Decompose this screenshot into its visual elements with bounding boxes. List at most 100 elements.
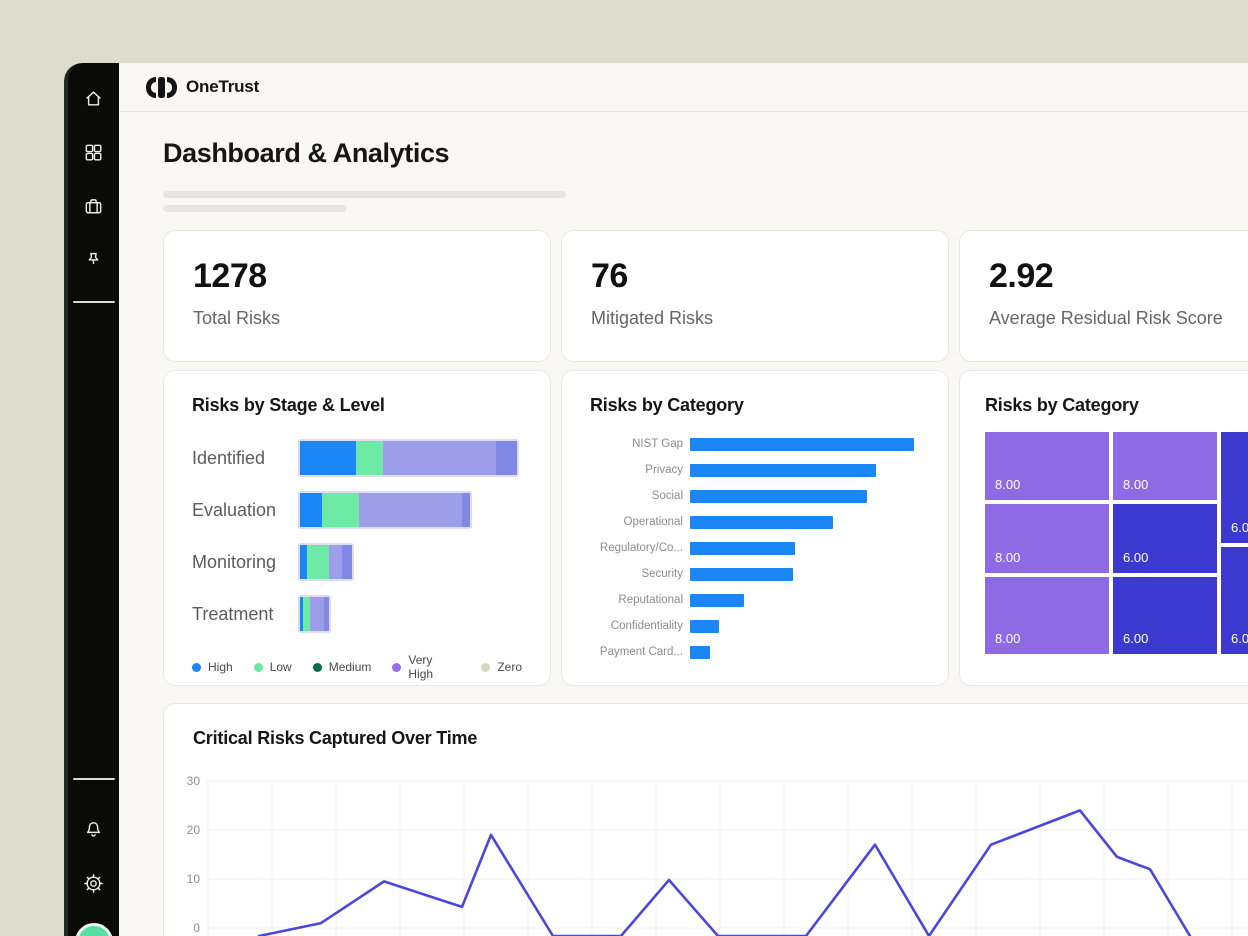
treemap-cell[interactable]: 6.00 (1113, 577, 1217, 654)
stacked-bar-segment[interactable] (300, 493, 322, 527)
treemap-cell[interactable]: 6.00 (1113, 504, 1217, 573)
category-bar[interactable] (690, 619, 719, 633)
legend-label: High (208, 660, 233, 674)
category-bar[interactable] (690, 541, 795, 555)
stacked-bar[interactable] (300, 493, 470, 527)
legend-dot (481, 662, 491, 672)
stacked-bar-segment[interactable] (303, 597, 310, 631)
stage-level-rows: Identified Evaluation Monitoring Treatment (192, 432, 522, 640)
treemap-cell-value: 8.00 (995, 477, 1021, 492)
stacked-bar-segment[interactable] (462, 493, 470, 527)
category-bar-row: Operational (590, 509, 920, 535)
stat-label: Average Residual Risk Score (989, 308, 1223, 328)
legend-dot (253, 662, 263, 672)
category-label: Privacy (645, 464, 683, 476)
sidebar-divider-bottom (72, 778, 115, 780)
category-bar-row: Security (590, 561, 920, 587)
treemap-cell[interactable]: 8.00 (985, 432, 1109, 500)
stacked-bar-row: Treatment (192, 588, 522, 640)
settings-button[interactable] (68, 856, 119, 910)
sidebar (64, 63, 119, 936)
category-bar[interactable] (690, 463, 876, 477)
stacked-bar[interactable] (300, 441, 517, 475)
stacked-bar-segment[interactable] (356, 441, 383, 475)
treemap-cell[interactable]: 8.00 (985, 504, 1109, 573)
line-chart-svg[interactable]: 30 20 10 0 (176, 759, 1248, 936)
main-area: OneTrust Dashboard & Analytics 1278 Tota… (119, 63, 1248, 936)
stacked-bar-segment[interactable] (329, 545, 342, 579)
treemap-cell[interactable]: 8.00 (985, 577, 1109, 654)
stacked-bar-row: Evaluation (192, 484, 522, 536)
sidebar-bottom-group (68, 778, 119, 910)
category-bar[interactable] (690, 515, 833, 529)
stacked-bar[interactable] (300, 545, 352, 579)
category-bar[interactable] (690, 645, 710, 659)
stacked-bar-segment[interactable] (322, 493, 359, 527)
stacked-bar-row: Identified (192, 432, 522, 484)
app-window: OneTrust Dashboard & Analytics 1278 Tota… (64, 63, 1248, 936)
stacked-bar-segment[interactable] (300, 545, 307, 579)
stacked-bar-row: Monitoring (192, 536, 522, 588)
category-label: Social (651, 490, 683, 502)
category-bar-row: Privacy (590, 457, 920, 483)
legend-item[interactable]: Very High (392, 653, 460, 681)
user-avatar[interactable] (74, 923, 113, 936)
sidebar-item-pinned[interactable] (68, 233, 119, 287)
stat-value: 76 (591, 257, 628, 295)
legend-label: Medium (328, 660, 372, 674)
chart-card-category-treemap: Risks by Category 8.00 8.00 8.00 8.00 6.00 6.… (959, 370, 1248, 686)
line-series[interactable] (257, 809, 1192, 936)
treemap-cell-value: 8.00 (995, 550, 1021, 565)
stacked-bar-segment[interactable] (383, 441, 496, 475)
legend-dot (392, 662, 402, 672)
stacked-bar-segment[interactable] (310, 597, 324, 631)
treemap-cell[interactable]: 6.00 (1221, 547, 1248, 654)
stacked-bar-segment[interactable] (307, 545, 329, 579)
treemap-cell-value: 6.00 (1123, 631, 1149, 646)
category-bar[interactable] (690, 437, 914, 451)
stacked-bar-segment[interactable] (496, 441, 517, 475)
treemap-cell[interactable]: 6.00 (1221, 432, 1248, 543)
notifications-button[interactable] (68, 802, 119, 856)
category-label: Regulatory/Co... (599, 542, 683, 554)
category-bar[interactable] (690, 567, 793, 581)
stat-label: Total Risks (193, 308, 281, 328)
category-bar[interactable] (690, 489, 867, 503)
onetrust-logo[interactable]: OneTrust (146, 76, 259, 98)
legend-item[interactable]: Medium (312, 660, 372, 674)
category-bar-row: Confidentiality (590, 613, 920, 639)
treemap-cell-value: 6.00 (1231, 520, 1248, 535)
legend-label: Very High (408, 653, 434, 681)
stat-card-average-residual-risk: 2.92 Average Residual Risk Score (959, 230, 1248, 362)
stacked-bar-segment[interactable] (342, 545, 352, 579)
stat-value: 2.92 (989, 257, 1054, 295)
subtitle-skeleton-bar (163, 191, 566, 198)
chart-card-category-bars: Risks by Category NIST Gap Privacy Social O… (561, 370, 949, 686)
stacked-bar[interactable] (300, 597, 329, 631)
category-label: Security (641, 568, 683, 580)
subtitle-skeleton-bar (163, 205, 346, 212)
legend-item[interactable]: Zero (481, 660, 522, 674)
legend-dot (312, 662, 322, 672)
stacked-bar-segment[interactable] (359, 493, 462, 527)
sidebar-item-home[interactable] (68, 71, 119, 125)
category-treemap[interactable]: 8.00 8.00 8.00 8.00 6.00 6.00 6.00 6.00 (985, 432, 1248, 654)
stacked-bar-segment[interactable] (324, 597, 329, 631)
legend-item[interactable]: Low (253, 660, 292, 674)
line-chart-container[interactable]: 30 20 10 0 (187, 759, 1248, 936)
stat-label: Mitigated Risks (591, 308, 714, 328)
treemap-cell[interactable]: 8.00 (1113, 432, 1217, 500)
category-label: Reputational (618, 594, 683, 606)
sidebar-item-projects[interactable] (68, 179, 119, 233)
stacked-bar-segment[interactable] (300, 597, 303, 631)
stacked-bar-segment[interactable] (300, 441, 356, 475)
y-axis-tick-label: 20 (187, 823, 201, 837)
stacked-bar-category-label: Monitoring (192, 551, 277, 572)
y-axis-tick-label: 30 (187, 774, 201, 788)
sidebar-item-apps[interactable] (68, 125, 119, 179)
legend-item[interactable]: High (192, 660, 233, 674)
y-axis-tick-label: 10 (187, 872, 201, 886)
stat-card-total-risks: 1278 Total Risks (163, 230, 551, 362)
category-bar[interactable] (690, 593, 744, 607)
